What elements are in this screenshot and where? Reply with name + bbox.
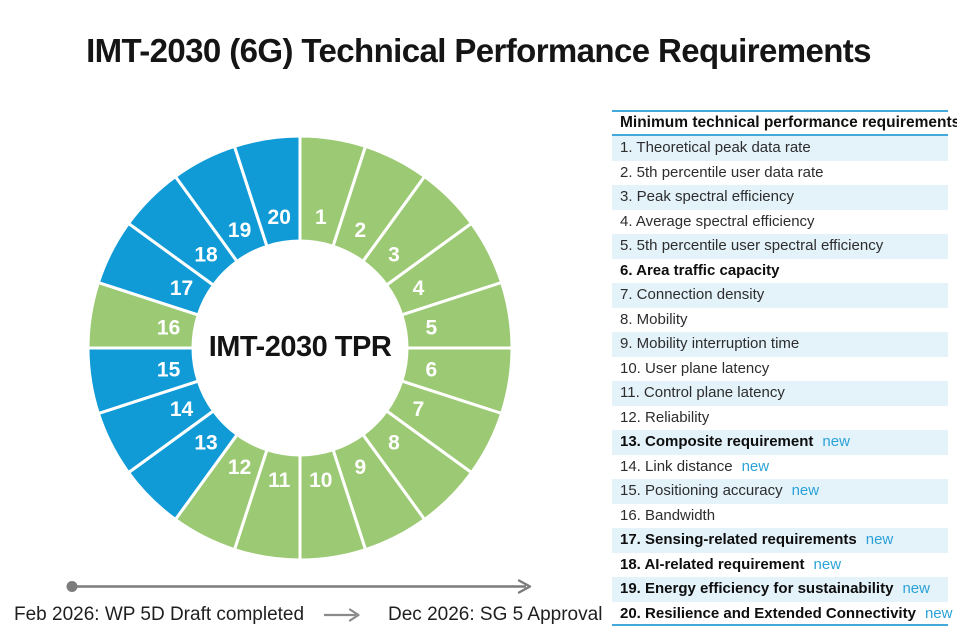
segment-number-label: 9: [355, 456, 367, 479]
new-badge: new: [924, 604, 953, 622]
timeline-arrow: [66, 579, 532, 594]
segment-number-label: 19: [228, 219, 251, 242]
requirements-table: Minimum technical performance requiremen…: [612, 110, 957, 626]
table-row: 10. User plane latency: [612, 357, 948, 382]
row-label: 9. Mobility interruption time: [620, 335, 800, 352]
segment-number-label: 15: [157, 358, 181, 381]
segment-number-label: 17: [170, 277, 193, 300]
table-row: 6. Area traffic capacity: [612, 259, 948, 284]
table-body: 1. Theoretical peak data rate 2. 5th perc…: [612, 136, 952, 626]
table-row: 7. Connection density: [612, 283, 948, 308]
segment-number-label: 8: [388, 432, 400, 455]
table-row: 4. Average spectral efficiency: [612, 210, 948, 235]
table-row: 5. 5th percentile user spectral efficien…: [612, 234, 948, 259]
row-label: 13. Composite requirement: [620, 433, 814, 450]
segment-number-label: 13: [194, 432, 217, 455]
table-row: 12. Reliability: [612, 406, 948, 431]
segment-number-label: 7: [413, 398, 425, 421]
table-row: 16. Bandwidth: [612, 504, 948, 529]
segment-number-label: 20: [268, 206, 291, 229]
row-label: 20. Resilience and Extended Connectivity: [620, 604, 916, 622]
row-label: 4. Average spectral efficiency: [620, 212, 815, 230]
new-badge: new: [865, 531, 894, 548]
row-label: 11. Control plane latency: [620, 384, 785, 401]
table-row: 20. Resilience and Extended Connectivity…: [612, 602, 952, 626]
row-label: 15. Positioning accuracy: [620, 482, 783, 499]
segment-number-label: 6: [426, 358, 438, 381]
row-label: 19. Energy efficiency for sustainability: [620, 580, 894, 597]
arrow-right-icon: [324, 608, 360, 622]
new-badge: new: [822, 433, 850, 450]
new-badge: new: [902, 580, 930, 597]
table-row: 8. Mobility: [612, 308, 948, 333]
segment-number-label: 11: [268, 469, 291, 492]
segment-number-label: 1: [315, 206, 327, 229]
segment-number-label: 2: [355, 219, 367, 242]
row-label: 17. Sensing-related requirements: [620, 531, 857, 548]
row-label: 6. Area traffic capacity: [620, 261, 780, 279]
segment-number-label: 14: [170, 398, 194, 421]
table-row: 13. Composite requirement new: [612, 430, 948, 455]
row-label: 1. Theoretical peak data rate: [620, 139, 811, 156]
segment-number-label: 18: [194, 244, 218, 267]
segment-number-label: 5: [426, 317, 438, 340]
table-row: 15. Positioning accuracy new: [612, 479, 948, 504]
row-label: 12. Reliability: [620, 408, 710, 426]
donut-center-label: IMT-2030 TPR: [208, 331, 392, 363]
row-label: 5. 5th percentile user spectral efficien…: [620, 237, 884, 254]
table-row: 17. Sensing-related requirements new: [612, 528, 948, 553]
arrowhead-icon: [517, 579, 532, 594]
segment-number-label: 12: [228, 456, 251, 479]
segment-number-label: 4: [413, 277, 425, 300]
row-label: 7. Connection density: [620, 286, 765, 303]
table-row: 1. Theoretical peak data rate: [612, 136, 948, 161]
segment-number-label: 16: [157, 317, 180, 340]
segment-number-label: 10: [309, 469, 332, 492]
row-label: 3. Peak spectral efficiency: [620, 188, 794, 205]
table-header: Minimum technical performance requiremen…: [612, 110, 957, 136]
table-row: 3. Peak spectral efficiency: [612, 185, 948, 210]
page-title: IMT-2030 (6G) Technical Performance Requ…: [86, 32, 871, 69]
table-row: 19. Energy efficiency for sustainability…: [612, 577, 948, 602]
donut-segment: [232, 134, 302, 249]
milestone-end-label: Dec 2026: SG 5 Approval: [388, 604, 603, 625]
new-badge: new: [813, 555, 842, 573]
row-label: 8. Mobility: [620, 310, 688, 328]
milestone-start-label: Feb 2026: WP 5D Draft completed: [14, 604, 305, 625]
table-row: 9. Mobility interruption time: [612, 332, 948, 357]
row-label: 14. Link distance: [620, 457, 733, 475]
row-label: 2. 5th percentile user data rate: [620, 163, 824, 181]
table-row: 2. 5th percentile user data rate: [612, 161, 948, 186]
row-label: 10. User plane latency: [620, 359, 770, 377]
table-row: 14. Link distance new: [612, 455, 948, 480]
new-badge: new: [741, 457, 770, 475]
row-label: 18. AI-related requirement: [620, 555, 805, 573]
table-row: 18. AI-related requirement new: [612, 553, 948, 578]
new-badge: new: [791, 482, 820, 499]
segment-number-label: 3: [388, 244, 400, 267]
row-label: 16. Bandwidth: [620, 506, 716, 524]
table-row: 11. Control plane latency: [612, 381, 948, 406]
